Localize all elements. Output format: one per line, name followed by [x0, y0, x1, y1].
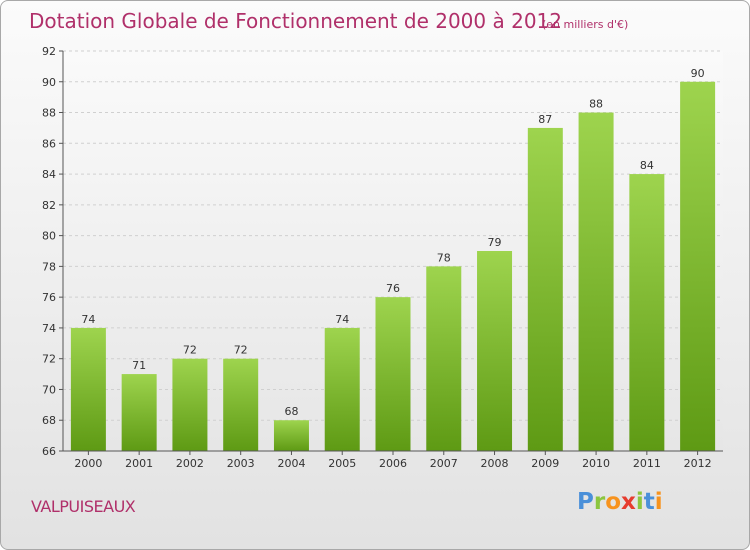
value-label: 72: [234, 344, 248, 357]
y-tick-label: 88: [42, 107, 56, 120]
bar: [527, 127, 563, 451]
labels: 74 71 72 72 68 74 76 78 79 87 88 84 90: [81, 67, 704, 418]
bar: [680, 81, 716, 452]
value-label: 88: [589, 98, 603, 111]
value-label: 68: [284, 405, 298, 418]
x-tick-label: 2002: [176, 457, 204, 470]
y-tick-label: 76: [42, 291, 56, 304]
bar: [273, 420, 309, 451]
value-label: 84: [640, 159, 654, 172]
bar: [477, 251, 513, 451]
y-tick-label: 86: [42, 137, 56, 150]
value-label: 72: [183, 344, 197, 357]
value-label: 71: [132, 359, 146, 372]
axes: 66 68 70 72 74 76 78 80 82 84 86 88 90 92 2000 2001 2002…: [42, 45, 723, 470]
value-label: 74: [81, 313, 95, 326]
bar: [629, 174, 665, 452]
y-tick-label: 80: [42, 230, 56, 243]
logo-letter: i: [635, 489, 644, 515]
x-tick-label: 2009: [531, 457, 559, 470]
chart-title: Dotation Globale de Fonctionnement de 20…: [29, 9, 562, 33]
bar: [578, 112, 614, 452]
value-label: 78: [437, 251, 451, 264]
x-tick-label: 2001: [125, 457, 153, 470]
bar: [172, 358, 208, 451]
y-tick-label: 84: [42, 168, 56, 181]
x-tick-label: 2007: [430, 457, 458, 470]
y-tick-label: 68: [42, 414, 56, 427]
bars: [70, 81, 716, 452]
y-tick-label: 92: [42, 45, 56, 58]
bar: [121, 374, 157, 451]
value-label: 79: [488, 236, 502, 249]
bar: [375, 297, 411, 451]
chart-unit: (en milliers d'€): [542, 18, 629, 31]
value-label: 76: [386, 282, 400, 295]
bar: [223, 358, 259, 451]
logo-letter: o: [605, 489, 622, 515]
logo-letter: t: [643, 489, 655, 515]
y-tick-label: 66: [42, 445, 56, 458]
value-label: 90: [691, 67, 705, 80]
proxiti-logo: Proxiti: [577, 489, 663, 515]
value-label: 74: [335, 313, 349, 326]
y-tick-label: 72: [42, 353, 56, 366]
x-tick-label: 2003: [227, 457, 255, 470]
bar: [324, 327, 360, 451]
value-label: 87: [538, 113, 552, 126]
x-tick-label: 2011: [633, 457, 661, 470]
x-tick-label: 2010: [582, 457, 610, 470]
x-tick-label: 2000: [74, 457, 102, 470]
y-tick-label: 74: [42, 322, 56, 335]
commune-name: VALPUISEAUX: [31, 497, 136, 516]
y-tick-label: 78: [42, 260, 56, 273]
logo-letter: P: [577, 489, 594, 515]
x-tick-label: 2012: [684, 457, 712, 470]
logo-letter: x: [621, 489, 636, 515]
y-tick-label: 82: [42, 199, 56, 212]
y-tick-label: 90: [42, 76, 56, 89]
x-tick-label: 2006: [379, 457, 407, 470]
bar: [70, 327, 106, 451]
x-tick-label: 2005: [328, 457, 356, 470]
x-tick-label: 2008: [481, 457, 509, 470]
logo-letter: r: [593, 489, 606, 515]
y-tick-label: 70: [42, 383, 56, 396]
logo-letter: i: [654, 489, 663, 515]
bar: [426, 266, 462, 451]
x-tick-label: 2004: [277, 457, 305, 470]
